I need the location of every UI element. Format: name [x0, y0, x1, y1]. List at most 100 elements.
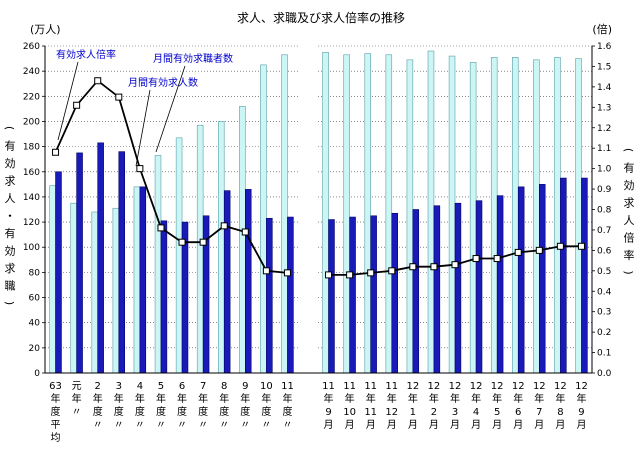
bar-openings: [139, 186, 147, 374]
x-category-part: 度: [240, 405, 250, 418]
right-tick-label: 0.9: [597, 185, 612, 195]
right-y-ticks: 0.0 0.1 0.2 0.3 0.4 0.5 0.6 0.7 0.8 0.9 1.0 1.1 1.2 1…: [592, 42, 612, 379]
ratio-marker: [514, 248, 522, 256]
right-tick-label: 0.1: [597, 349, 611, 359]
x-category-part: 均: [51, 432, 61, 444]
annotation-leader-ratio: [57, 61, 79, 141]
left-tick-label: 240: [23, 67, 40, 77]
x-category-part: 〃: [156, 420, 166, 431]
left-tick-label: 100: [23, 243, 40, 253]
ratio-marker: [220, 222, 228, 230]
right-tick-label: 1.3: [597, 103, 611, 113]
ratio-marker: [535, 246, 543, 254]
x-category-part: 12: [533, 381, 546, 392]
x-category-part: 12: [512, 381, 525, 392]
x-category-part: 4: [473, 407, 479, 418]
axis-title-char: (: [622, 148, 635, 152]
left-tick-label: 60: [29, 294, 41, 304]
x-category-part: 12: [470, 381, 483, 392]
axis-title-char: 求: [5, 262, 16, 275]
x-category-part: 年: [72, 392, 82, 405]
x-category-label: 8年度〃: [219, 381, 229, 431]
x-category-label: 11年 12月: [385, 381, 398, 431]
bar-seekers: [260, 64, 267, 374]
left-tick-label: 180: [23, 143, 40, 153]
right-tick-label: 1.0: [597, 165, 612, 175]
x-category-part: 度: [135, 405, 145, 418]
right-tick-label: 1.4: [597, 83, 612, 93]
x-category-part: 月: [324, 419, 334, 431]
x-category-part: 1: [410, 407, 416, 418]
ratio-marker: [451, 261, 459, 269]
x-category-part: 〃: [177, 420, 187, 431]
bar-openings: [266, 218, 273, 374]
x-category-part: 年: [282, 392, 292, 405]
ratio-marker: [199, 238, 207, 246]
x-category-part: 月: [387, 419, 397, 431]
bar-openings: [496, 195, 504, 374]
x-category-part: 月: [576, 419, 586, 431]
axis-title-char: 職: [5, 280, 16, 293]
x-category-part: 度: [282, 405, 292, 418]
axis-title-char: ・: [5, 210, 16, 223]
x-category-label: 12年 8月: [554, 381, 567, 431]
bar-openings: [581, 177, 588, 374]
bar-seekers: [70, 202, 77, 374]
x-category-label: 3年度〃: [114, 381, 124, 431]
left-tick-label: 260: [23, 42, 40, 52]
x-category-part: 3: [116, 381, 122, 392]
x-category-part: 年: [345, 392, 355, 405]
ratio-marker: [178, 238, 186, 246]
ratio-marker: [157, 224, 165, 232]
ratio-marker: [367, 269, 375, 277]
x-category-part: 〃: [240, 420, 250, 431]
axis-title-char: 効: [5, 156, 16, 170]
x-category-part: 11: [364, 381, 377, 392]
bar-seekers: [512, 57, 519, 374]
bar-seekers: [533, 59, 540, 374]
x-category-part: 月: [408, 419, 418, 431]
right-tick-label: 0.2: [597, 328, 611, 338]
axis-title-char: 効: [624, 178, 635, 192]
x-category-part: 月: [534, 419, 544, 431]
axis-title-char: (: [3, 126, 16, 130]
x-category-part: 5: [158, 381, 164, 392]
right-tick-label: 1.1: [597, 144, 611, 154]
bar-openings: [412, 209, 420, 374]
bar-seekers: [385, 54, 393, 374]
annotation-leader-seekers: [155, 65, 186, 153]
bar-openings: [223, 190, 231, 374]
axis-title-char: 求: [624, 197, 635, 210]
x-category-part: 12: [554, 381, 567, 392]
x-category-label: 12年 7月: [533, 381, 546, 431]
bar-seekers: [281, 54, 288, 374]
ratio-marker: [136, 165, 144, 173]
x-category-part: 9: [242, 381, 248, 392]
x-category-part: 12: [491, 381, 504, 392]
legend-annotations: 有効求人倍率 月間有効求職者数 月間有効求人数: [56, 48, 233, 167]
axis-title-char: 倍: [624, 231, 635, 245]
left-tick-label: 200: [23, 117, 40, 127]
x-category-part: 年: [576, 392, 586, 405]
x-category-part: 月: [429, 419, 439, 431]
right-tick-label: 0.4: [597, 287, 612, 297]
x-category-label: 12年 4月: [470, 381, 483, 431]
ratio-marker: [577, 242, 585, 250]
x-category-part: 度: [198, 405, 208, 418]
left-tick-label: 40: [29, 319, 41, 329]
axis-title-char: 効: [5, 244, 16, 258]
x-category-part: 月: [555, 419, 565, 431]
x-category-part: 〃: [114, 420, 124, 431]
bar-openings: [370, 215, 377, 374]
axis-title-char: 人: [5, 192, 16, 205]
chart-title: 求人、求職及び求人倍率の推移: [237, 10, 405, 25]
ratio-marker: [73, 101, 81, 109]
bar-openings: [287, 216, 294, 374]
bar-openings: [328, 219, 335, 374]
right-tick-label: 0.5: [597, 267, 611, 277]
x-category-part: 月: [492, 419, 502, 431]
axes: [44, 46, 593, 374]
x-category-part: 10: [343, 407, 356, 418]
